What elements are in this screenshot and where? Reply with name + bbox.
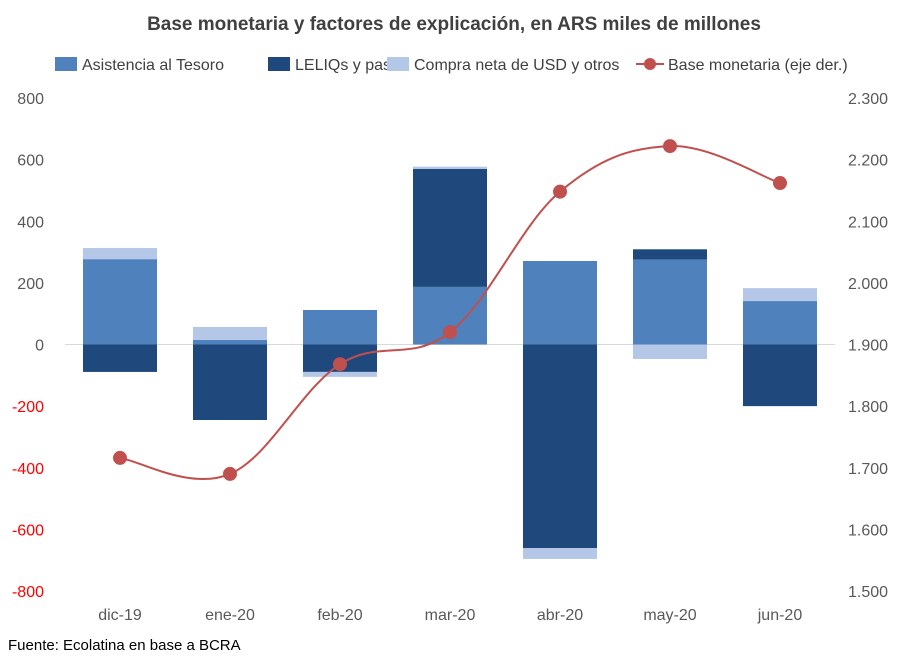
bar-asistencia-al-tesoro-may-20 — [633, 259, 707, 345]
legend-label: Asistencia al Tesoro — [82, 57, 224, 74]
bar-asistencia-al-tesoro-dic-19 — [83, 259, 157, 345]
x-tick-label: dic-19 — [98, 607, 142, 624]
base-monetaria-point-abr-20 — [553, 184, 567, 199]
base-monetaria-point-feb-20 — [333, 357, 347, 372]
y-tick-label: -600 — [12, 522, 44, 539]
bar-compra-neta-de-usd-y-otros-may-20 — [633, 344, 707, 359]
legend-label: Base monetaria (eje der.) — [668, 57, 848, 74]
legend-swatch-icon — [387, 57, 409, 71]
bar-compra-neta-de-usd-y-otros-jun-20 — [743, 288, 817, 302]
y-tick-label: 0 — [35, 338, 44, 355]
bar-leliqs-y-pases-jun-20 — [743, 344, 817, 407]
legend-label: LELIQs y pases — [295, 57, 408, 74]
bar-compra-neta-de-usd-y-otros-ene-20 — [193, 326, 267, 340]
x-tick-label: feb-20 — [317, 607, 362, 624]
bar-asistencia-al-tesoro-feb-20 — [303, 309, 377, 345]
y-tick-label: 600 — [17, 153, 44, 170]
base-monetaria-point-dic-19 — [113, 450, 127, 465]
y2-tick-label: 2.200 — [848, 153, 888, 170]
y-tick-label: -800 — [12, 584, 44, 601]
x-tick-label: may-20 — [643, 607, 696, 624]
bar-asistencia-al-tesoro-jun-20 — [743, 301, 817, 345]
bar-compra-neta-de-usd-y-otros-feb-20 — [303, 371, 377, 377]
x-tick-label: jun-20 — [757, 607, 803, 624]
base-monetaria-point-ene-20 — [223, 466, 237, 481]
bar-leliqs-y-pases-ene-20 — [193, 344, 267, 420]
bar-asistencia-al-tesoro-abr-20 — [523, 260, 597, 345]
y-tick-label: -200 — [12, 399, 44, 416]
base-monetaria-point-may-20 — [663, 139, 677, 154]
legend-swatch-icon — [268, 57, 290, 71]
y-tick-label: -400 — [12, 461, 44, 478]
bar-asistencia-al-tesoro-ene-20 — [193, 339, 267, 345]
y2-tick-label: 1.800 — [848, 399, 888, 416]
y2-tick-label: 1.600 — [848, 522, 888, 539]
y2-tick-label: 1.900 — [848, 338, 888, 355]
y2-tick-label: 2.000 — [848, 276, 888, 293]
bars — [83, 166, 817, 559]
legend-label: Compra neta de USD y otros — [414, 57, 619, 74]
y-tick-label: 800 — [17, 91, 44, 108]
bar-leliqs-y-pases-mar-20 — [413, 168, 487, 287]
bar-leliqs-y-pases-abr-20 — [523, 344, 597, 549]
base-monetaria-point-mar-20 — [443, 325, 457, 340]
bar-compra-neta-de-usd-y-otros-mar-20 — [413, 166, 487, 169]
bar-compra-neta-de-usd-y-otros-abr-20 — [523, 548, 597, 559]
source-note: Fuente: Ecolatina en base a BCRA — [8, 637, 241, 654]
x-tick-label: mar-20 — [425, 607, 476, 624]
y2-tick-label: 1.500 — [848, 584, 888, 601]
y2-tick-label: 2.300 — [848, 91, 888, 108]
y2-tick-label: 1.700 — [848, 461, 888, 478]
bar-leliqs-y-pases-dic-19 — [83, 344, 157, 372]
chart-title: Base monetaria y factores de explicación… — [147, 14, 761, 35]
axes: 800 600 400 200 0 -200 -400 -600 -800 2.300 2.200 2… — [12, 91, 888, 624]
y2-tick-label: 2.100 — [848, 214, 888, 231]
line-series — [113, 139, 787, 481]
bar-compra-neta-de-usd-y-otros-dic-19 — [83, 248, 157, 260]
legend-swatch-icon — [55, 57, 77, 71]
x-tick-label: abr-20 — [537, 607, 583, 624]
y-tick-label: 400 — [17, 214, 44, 231]
legend: Asistencia al Tesoro LELIQs y pases Compra… — [55, 57, 848, 74]
legend-marker-icon — [644, 58, 656, 70]
bar-leliqs-y-pases-may-20 — [633, 249, 707, 260]
x-tick-label: ene-20 — [205, 607, 255, 624]
y-tick-label: 200 — [17, 276, 44, 293]
base-monetaria-point-jun-20 — [773, 176, 787, 191]
